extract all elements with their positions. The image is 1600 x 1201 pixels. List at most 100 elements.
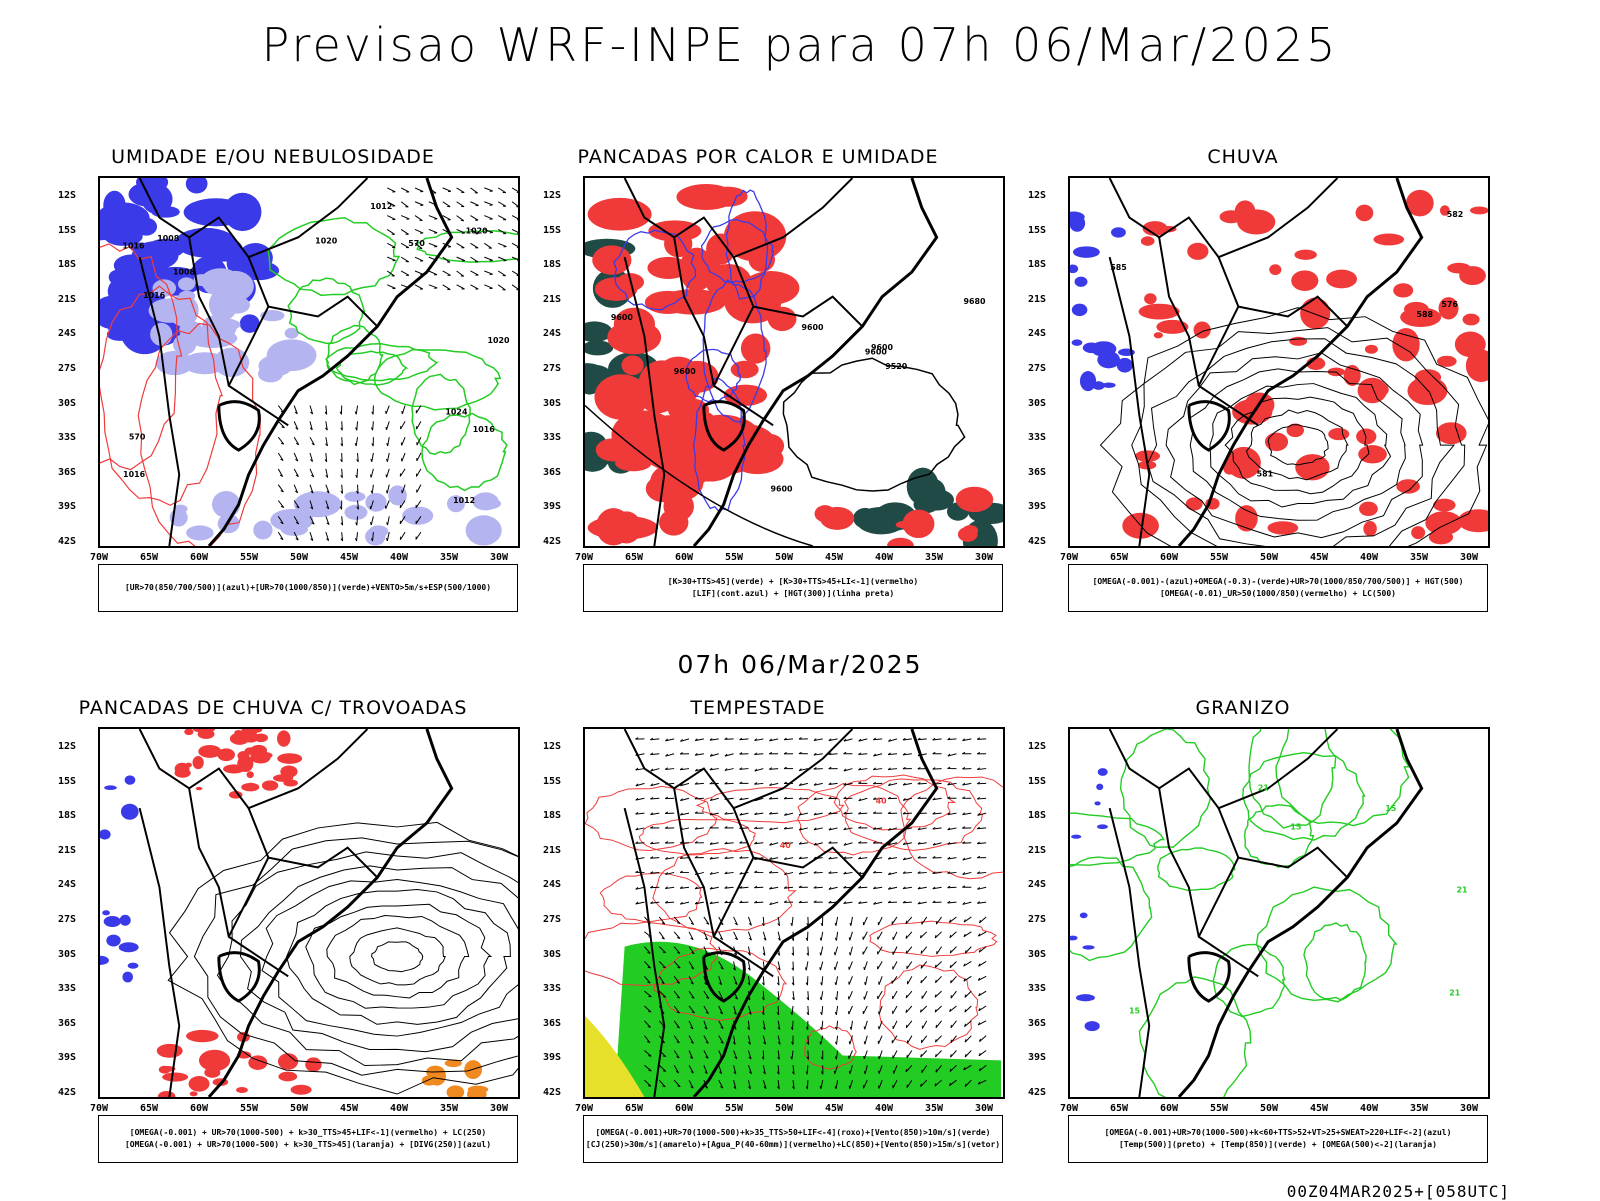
- rh-lightblue-area: [253, 521, 272, 540]
- storm-red-area: [193, 756, 204, 769]
- wind-vector: [920, 1006, 926, 1012]
- wind-vector: [820, 961, 822, 970]
- contour-label: 588: [1417, 310, 1434, 319]
- wind-vector: [821, 991, 822, 1000]
- wind-vector: [849, 937, 850, 940]
- temp850-green-contour: [1304, 923, 1366, 1000]
- wind-vector: [906, 932, 912, 939]
- wind-vector: [849, 1006, 853, 1014]
- wind-vector: [906, 1021, 912, 1028]
- contour-label: 9600: [674, 367, 697, 376]
- storm-red-area: [277, 730, 291, 746]
- wind-vector: [401, 257, 409, 262]
- divg-blue-area: [102, 910, 110, 915]
- lon-tick-label: 35W: [432, 1103, 466, 1114]
- wind-vector: [965, 1036, 971, 1042]
- wind-vector: [922, 1021, 926, 1029]
- contour-label: 9680: [963, 297, 986, 306]
- panel-title: PANCADAS POR CALOR E UMIDADE: [533, 146, 983, 168]
- wind-vector: [921, 1051, 927, 1058]
- lon-tick-label: 50W: [767, 1103, 801, 1114]
- rh-lightblue-area: [294, 491, 341, 517]
- omega-red-area: [1363, 521, 1377, 536]
- storm-red-area: [184, 729, 193, 735]
- lon-tick-label: 55W: [232, 552, 266, 563]
- lon-tick-label: 40W: [1352, 552, 1386, 563]
- contour-label: 585: [1110, 263, 1127, 272]
- border: [1189, 402, 1229, 450]
- wind-vector: [951, 991, 956, 998]
- wind-vector: [906, 991, 912, 998]
- wind-vector: [470, 285, 478, 289]
- wind-vector: [865, 976, 867, 985]
- wind-vector: [893, 961, 897, 969]
- temp850-green-contour: [1070, 857, 1152, 960]
- map-svg: [100, 729, 518, 1097]
- instability-red-area: [588, 516, 658, 540]
- wind-vector: [935, 976, 941, 982]
- wind-vector: [865, 1036, 867, 1045]
- legend-line: [Temp(500)](preto) + [Temp(850)](verde) …: [1069, 1139, 1487, 1151]
- wind-vector: [484, 243, 491, 248]
- lc-black-contour: [372, 942, 423, 972]
- border: [229, 858, 269, 937]
- contour-label: 1008: [173, 267, 196, 276]
- wind-vector: [457, 202, 464, 207]
- hail-blue-area: [1070, 936, 1078, 941]
- lat-tick-label: 36S: [543, 467, 581, 478]
- lat-tick-label: 42S: [58, 536, 96, 547]
- wind-vector: [850, 923, 851, 926]
- omega-red-area: [1344, 365, 1361, 386]
- lat-tick-label: 21S: [1028, 845, 1066, 856]
- storm-red-area: [247, 783, 256, 790]
- wind-vector: [470, 243, 478, 248]
- divg-blue-area: [122, 972, 133, 983]
- wind-vector: [357, 421, 358, 430]
- lat-tick-label: 21S: [1028, 294, 1066, 305]
- wind-vector: [950, 1006, 957, 1012]
- precip-red-contour: [845, 779, 983, 851]
- lat-tick-label: 39S: [1028, 1052, 1066, 1063]
- lat-tick-label: 24S: [1028, 328, 1066, 339]
- wind-vector: [370, 475, 371, 478]
- lat-tick-label: 12S: [543, 741, 581, 752]
- wind-vector: [921, 951, 922, 954]
- rh-lightblue-area: [188, 329, 237, 348]
- wind-vector: [386, 538, 387, 541]
- wind-vector: [965, 1021, 972, 1027]
- lat-tick-label: 12S: [1028, 741, 1066, 752]
- panel-title: PANCADAS DE CHUVA C/ TROVOADAS: [48, 697, 498, 719]
- lon-tick-label: 60W: [667, 552, 701, 563]
- wind-vector: [936, 1021, 942, 1028]
- precip-red-contour: [585, 786, 716, 850]
- lat-tick-label: 33S: [58, 983, 96, 994]
- wind-vector: [417, 421, 421, 429]
- lat-tick-label: 27S: [1028, 363, 1066, 374]
- wind-vector: [980, 1036, 987, 1042]
- omega-blue-area: [1097, 351, 1120, 368]
- lat-tick-label: 18S: [1028, 810, 1066, 821]
- hail-blue-area: [1094, 801, 1100, 805]
- wind-vector: [512, 229, 518, 233]
- lon-tick-label: 30W: [967, 1103, 1001, 1114]
- lat-tick-label: 21S: [543, 845, 581, 856]
- legend-line: [OMEGA(-0.001)+UR>70(1000-500)+k<60+TTS>…: [1069, 1127, 1487, 1139]
- wind-vector: [835, 947, 838, 956]
- lat-tick-label: 42S: [543, 536, 581, 547]
- omega-red-area: [1141, 236, 1155, 246]
- lat-tick-label: 30S: [58, 949, 96, 960]
- omega-red-area: [1411, 526, 1425, 539]
- wind-vector: [849, 1071, 850, 1074]
- wind-vector: [429, 243, 437, 246]
- wind-vector: [821, 947, 823, 956]
- divg-blue-area: [104, 916, 121, 927]
- wind-vector: [935, 932, 941, 938]
- wind-vector: [498, 188, 506, 193]
- lat-tick-label: 36S: [1028, 1018, 1066, 1029]
- omega-red-area: [1470, 207, 1488, 215]
- storm-orange-area: [428, 1066, 446, 1086]
- instability-red-area: [896, 521, 914, 529]
- omega-red-area: [1373, 234, 1404, 246]
